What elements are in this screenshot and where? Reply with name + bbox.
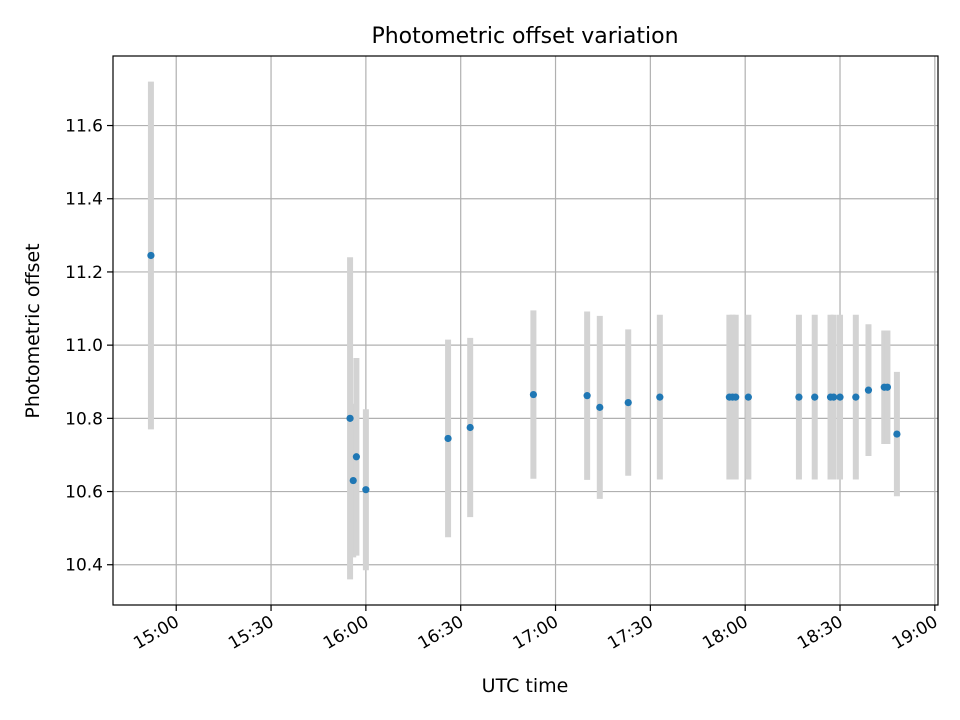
data-point xyxy=(624,399,632,407)
plot-frame xyxy=(112,55,939,606)
x-tick-label: 16:30 xyxy=(415,612,467,654)
data-point xyxy=(466,423,474,432)
x-axis-ticks: 15:00 15:30 16:00 16:30 17:00 17:30 18:00 18:30… xyxy=(130,605,941,654)
y-tick-label: 10.8 xyxy=(65,409,103,429)
data-point xyxy=(444,434,452,443)
data-point xyxy=(836,393,844,401)
data-point xyxy=(852,393,860,401)
y-tick-label: 11.0 xyxy=(65,336,103,356)
data-point xyxy=(349,476,357,485)
data-point xyxy=(795,393,803,401)
x-tick-label: 17:00 xyxy=(510,612,562,654)
data-point xyxy=(596,403,604,411)
data-point xyxy=(732,393,740,401)
y-axis-label: Photometric offset xyxy=(22,243,44,418)
y-tick-label: 11.4 xyxy=(65,190,103,210)
x-tick-label: 16:00 xyxy=(320,612,372,654)
y-tick-label: 11.2 xyxy=(65,263,103,283)
data-point xyxy=(811,393,819,401)
x-axis-label: UTC time xyxy=(482,675,569,697)
y-tick-label: 11.6 xyxy=(65,117,103,137)
data-point xyxy=(656,393,664,401)
y-axis-ticks: 10.4 10.6 10.8 11.0 11.2 11.4 11.6 xyxy=(65,117,113,576)
data-point xyxy=(893,430,901,438)
data-point xyxy=(744,393,752,401)
data-point xyxy=(362,486,370,494)
x-tick-label: 18:30 xyxy=(794,612,846,654)
data-point xyxy=(864,386,873,394)
data-point xyxy=(529,390,538,399)
data-point xyxy=(147,251,155,260)
x-tick-label: 15:00 xyxy=(130,612,182,654)
x-tick-label: 15:30 xyxy=(225,612,277,654)
x-tick-label: 18:00 xyxy=(699,612,751,654)
y-tick-label: 10.6 xyxy=(65,483,103,503)
chart-title: Photometric offset variation xyxy=(371,24,678,49)
error-bars xyxy=(147,81,900,580)
data-point xyxy=(883,383,892,391)
x-tick-label: 19:00 xyxy=(889,612,941,654)
data-point xyxy=(583,392,591,400)
data-points xyxy=(147,251,901,494)
data-point xyxy=(346,414,354,422)
y-tick-label: 10.4 xyxy=(65,556,103,576)
x-tick-label: 17:30 xyxy=(604,612,656,654)
data-point xyxy=(352,453,360,461)
data-point xyxy=(830,393,838,401)
